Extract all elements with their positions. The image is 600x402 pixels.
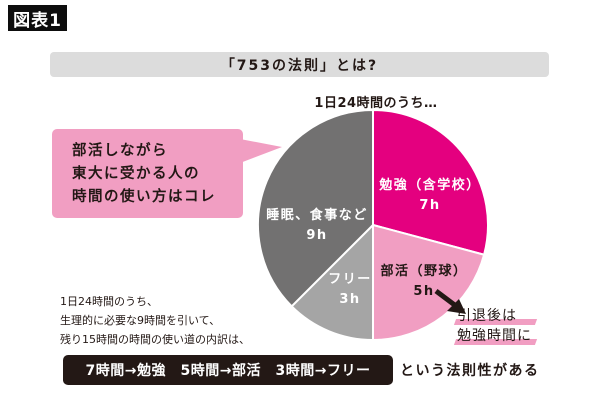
arrow-icon xyxy=(434,289,458,308)
arrow-head-icon xyxy=(447,299,466,314)
pie-slice-study xyxy=(372,108,489,256)
figure-label: 図表1 xyxy=(8,5,67,31)
bubble-line: 東大に受かる人の xyxy=(72,166,200,182)
pie-slice-free xyxy=(290,222,374,342)
explanation-text: 1日24時間のうち、 生理的に必要な9時間を引いて、 残り15時間の時間の使い道… xyxy=(60,292,250,349)
segment-name: 部活（野球） xyxy=(380,264,468,279)
segment-value: 3h xyxy=(339,292,361,307)
retirement-note: 引退後は 勉強時間に xyxy=(453,306,538,346)
pie-caption: 1日24時間のうち… xyxy=(314,96,438,111)
speech-bubble-tail xyxy=(240,139,282,163)
explanation-line: 生理的に必要な9時間を引いて、 xyxy=(60,314,221,327)
segment-label-sleep: 睡眠、食事など 9h xyxy=(262,206,372,246)
segment-label-club: 部活（野球） 5h xyxy=(374,262,474,302)
bubble-line: 部活しながら xyxy=(72,143,168,159)
segment-value: 7h xyxy=(419,198,441,213)
speech-bubble xyxy=(52,129,243,218)
segment-name: 睡眠、食事など xyxy=(266,208,368,223)
explanation-line: 1日24時間のうち、 xyxy=(60,295,158,308)
segment-label-free: フリー 3h xyxy=(322,270,378,310)
explanation-line: 残り15時間の時間の使い道の内訳は、 xyxy=(60,333,250,346)
note-line: 引退後は xyxy=(453,306,538,326)
note-line: 勉強時間に xyxy=(453,326,538,346)
rule-banner: 7時間→勉強 5時間→部活 3時間→フリー xyxy=(63,355,393,385)
bubble-line: 時間の使い方はコレ xyxy=(72,189,216,205)
rule-banner-suffix: という法則性がある xyxy=(400,363,540,379)
segment-name: 勉強（含学校） xyxy=(379,178,481,193)
title-bar: 「753の法則」とは? xyxy=(50,52,549,77)
rule-banner-text: 7時間→勉強 5時間→部活 3時間→フリー xyxy=(85,363,371,379)
segment-value: 5h xyxy=(413,284,435,299)
pie-slice-sleep xyxy=(257,108,374,308)
pie-slice-club xyxy=(372,223,486,342)
segment-label-study: 勉強（含学校） 7h xyxy=(372,176,488,216)
segment-name: フリー xyxy=(328,272,372,287)
segment-value: 9h xyxy=(306,228,328,243)
diagram-title: 「753の法則」とは? xyxy=(220,57,379,74)
bubble-text: 部活しながら 東大に受かる人の 時間の使い方はコレ xyxy=(72,140,242,209)
